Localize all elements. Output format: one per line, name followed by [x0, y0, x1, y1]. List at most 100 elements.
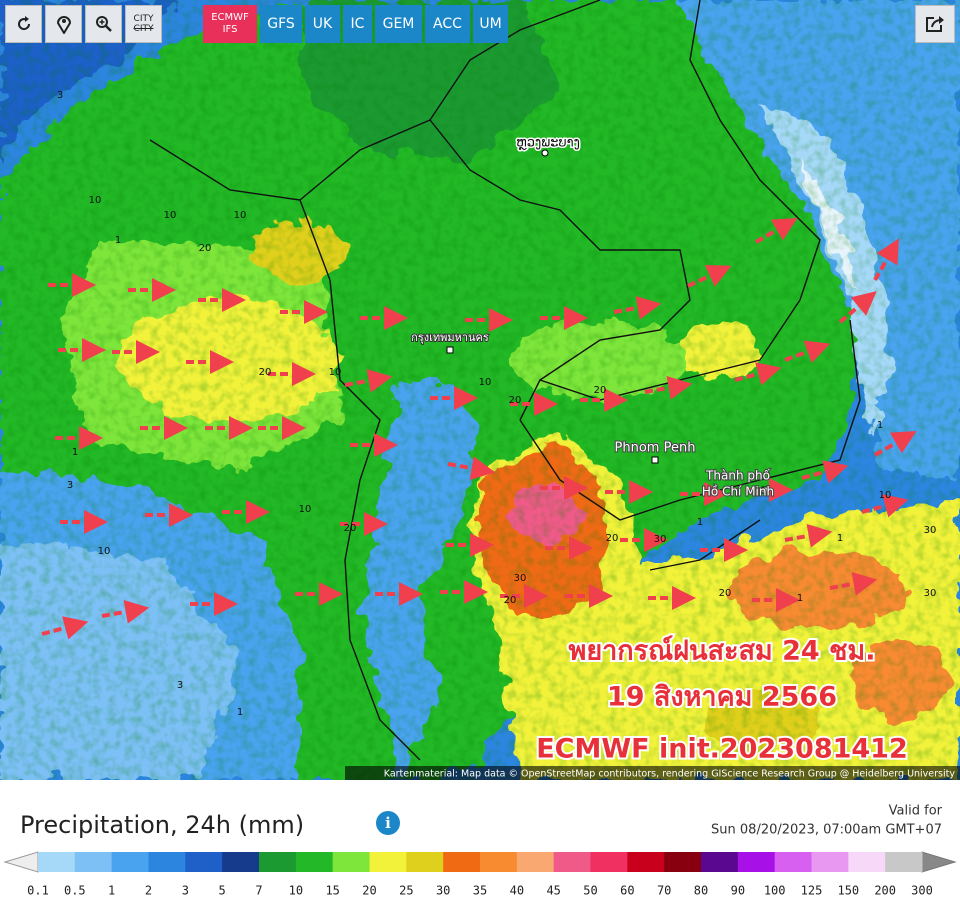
- colorbar-tick-label: 2: [145, 884, 152, 898]
- colorbar-tick-label: 90: [731, 884, 745, 898]
- colorbar-tick-label: 0.1: [27, 884, 49, 898]
- colorbar-tick-label: 25: [399, 884, 413, 898]
- contour-label: 20: [719, 588, 732, 599]
- colorbar-swatch: [480, 852, 518, 872]
- contour-label: 30: [924, 525, 937, 536]
- city-label: CITY: [133, 14, 154, 24]
- wind-arrow: [784, 524, 833, 548]
- contour-label: 1: [837, 533, 843, 544]
- colorbar-swatch: [295, 852, 334, 872]
- place-label: Thành phố: [705, 469, 771, 483]
- colorbar-swatch: [38, 852, 76, 872]
- colorbar-swatch: [332, 852, 370, 872]
- icon: [56, 16, 71, 34]
- contour-label: 20: [259, 367, 272, 378]
- colorbar-tick-label: 100: [764, 884, 786, 898]
- colorbar-swatch: [885, 852, 923, 872]
- wind-arrows: [41, 218, 917, 640]
- colorbar-tick-label: 20: [362, 884, 376, 898]
- colorbar-swatch: [185, 852, 223, 872]
- colorbar-tick-label: 70: [657, 884, 671, 898]
- contour-label: 20: [504, 595, 517, 606]
- colorbar-swatch: [74, 852, 113, 872]
- colorbar-tick-label: 15: [325, 884, 339, 898]
- contour-label: 10: [164, 210, 177, 221]
- map: 3 10 10 1 20 10 20 10 10 20 20 30 30 20 1 1 1 10 3 1 10 20 30 2…: [0, 0, 960, 780]
- refresh-button[interactable]: [5, 5, 42, 43]
- colorbar-swatch: [811, 852, 849, 872]
- place-label: กรุงเทพมหานคร: [411, 331, 489, 344]
- texture: [0, 0, 960, 780]
- contour-label: 3: [177, 680, 183, 691]
- colorbar-tick-label: 5: [219, 884, 226, 898]
- colorbar-tick-label: 150: [837, 884, 859, 898]
- colorbar-swatch: [148, 852, 186, 872]
- info-icon-glyph: i: [385, 814, 391, 832]
- contour-label: 1: [697, 517, 703, 528]
- model-button[interactable]: GFS: [260, 5, 302, 43]
- contour-label: 10: [479, 377, 492, 388]
- place-label: Phnom Penh: [615, 441, 696, 456]
- contour-label: 10: [329, 367, 342, 378]
- model-label: IFS: [222, 24, 238, 35]
- colorbar-tick-label: 35: [473, 884, 487, 898]
- wind-arrow: [838, 291, 877, 324]
- colorbar-swatch: [111, 852, 149, 872]
- wind-arrow: [41, 616, 89, 640]
- colorbar-swatch: [222, 852, 260, 872]
- contour-label: 10: [299, 504, 312, 515]
- colorbar-tick-label: 0.5: [64, 884, 86, 898]
- model-button[interactable]: UK: [305, 5, 340, 43]
- colorbar-swatch: [516, 852, 555, 872]
- model-button[interactable]: IC: [343, 5, 372, 43]
- model-label: ECMWF: [211, 12, 249, 23]
- legend: Precipitation, 24h (mm) i Valid for Sun …: [3, 804, 957, 898]
- contour-label: 1: [72, 447, 78, 458]
- wind-arrow: [101, 600, 150, 624]
- wind-arrow: [874, 431, 917, 457]
- colorbar-tick-label: 7: [255, 884, 262, 898]
- colorbar-swatch: [369, 852, 407, 872]
- info-icon[interactable]: [376, 811, 400, 835]
- colorbar-tick-label: 60: [620, 884, 634, 898]
- colorbar-swatch: [259, 852, 297, 872]
- wind-arrow: [344, 369, 393, 393]
- wind-arrow: [801, 460, 849, 484]
- colorbar-tick-label: 50: [583, 884, 597, 898]
- wind-arrow: [613, 296, 662, 320]
- colorbar-swatch: [406, 852, 444, 872]
- contour-label: 3: [57, 90, 63, 101]
- zoom-button[interactable]: [85, 5, 122, 43]
- colorbar-swatch: [590, 852, 628, 872]
- contour-label: 3: [67, 480, 73, 491]
- location-button[interactable]: [45, 5, 82, 43]
- colorbar-tick-label: 40: [510, 884, 524, 898]
- colorbar-swatch: [553, 852, 591, 872]
- icon: [17, 16, 30, 31]
- contour-label: 10: [234, 210, 247, 221]
- wind-arrow: [861, 494, 909, 518]
- contour-label: 30: [514, 573, 527, 584]
- colorbar-tick-label: 300: [911, 884, 933, 898]
- colorbar-swatch: [443, 852, 481, 872]
- overlay-line: 19 สิงหาคม 2566: [607, 682, 837, 713]
- contour-label: 20: [606, 533, 619, 544]
- colorbar-swatch: [848, 852, 886, 872]
- model-button[interactable]: GEM: [375, 5, 422, 43]
- colorbar-tick-label: 10: [289, 884, 303, 898]
- model-button[interactable]: UM: [473, 5, 508, 43]
- colorbar-min-arrow: [3, 851, 39, 873]
- wind-arrow: [829, 572, 878, 596]
- model-button[interactable]: ECMWF IFS: [203, 5, 257, 43]
- attribution-bg: [345, 766, 960, 780]
- colorbar-tick-label: 80: [694, 884, 708, 898]
- city-button[interactable]: CITY CITY: [125, 5, 162, 43]
- share-button[interactable]: [915, 5, 955, 43]
- city-label: CITY: [133, 24, 154, 34]
- wind-arrow: [687, 264, 732, 288]
- model-button[interactable]: ACC: [425, 5, 470, 43]
- overlay-text: พยากรณ์ฝนสะสม 24 ชม. 19 สิงหาคม 2566 ECM…: [534, 633, 910, 767]
- contour-label: 20: [199, 243, 212, 254]
- colorbar-swatch: [664, 852, 702, 872]
